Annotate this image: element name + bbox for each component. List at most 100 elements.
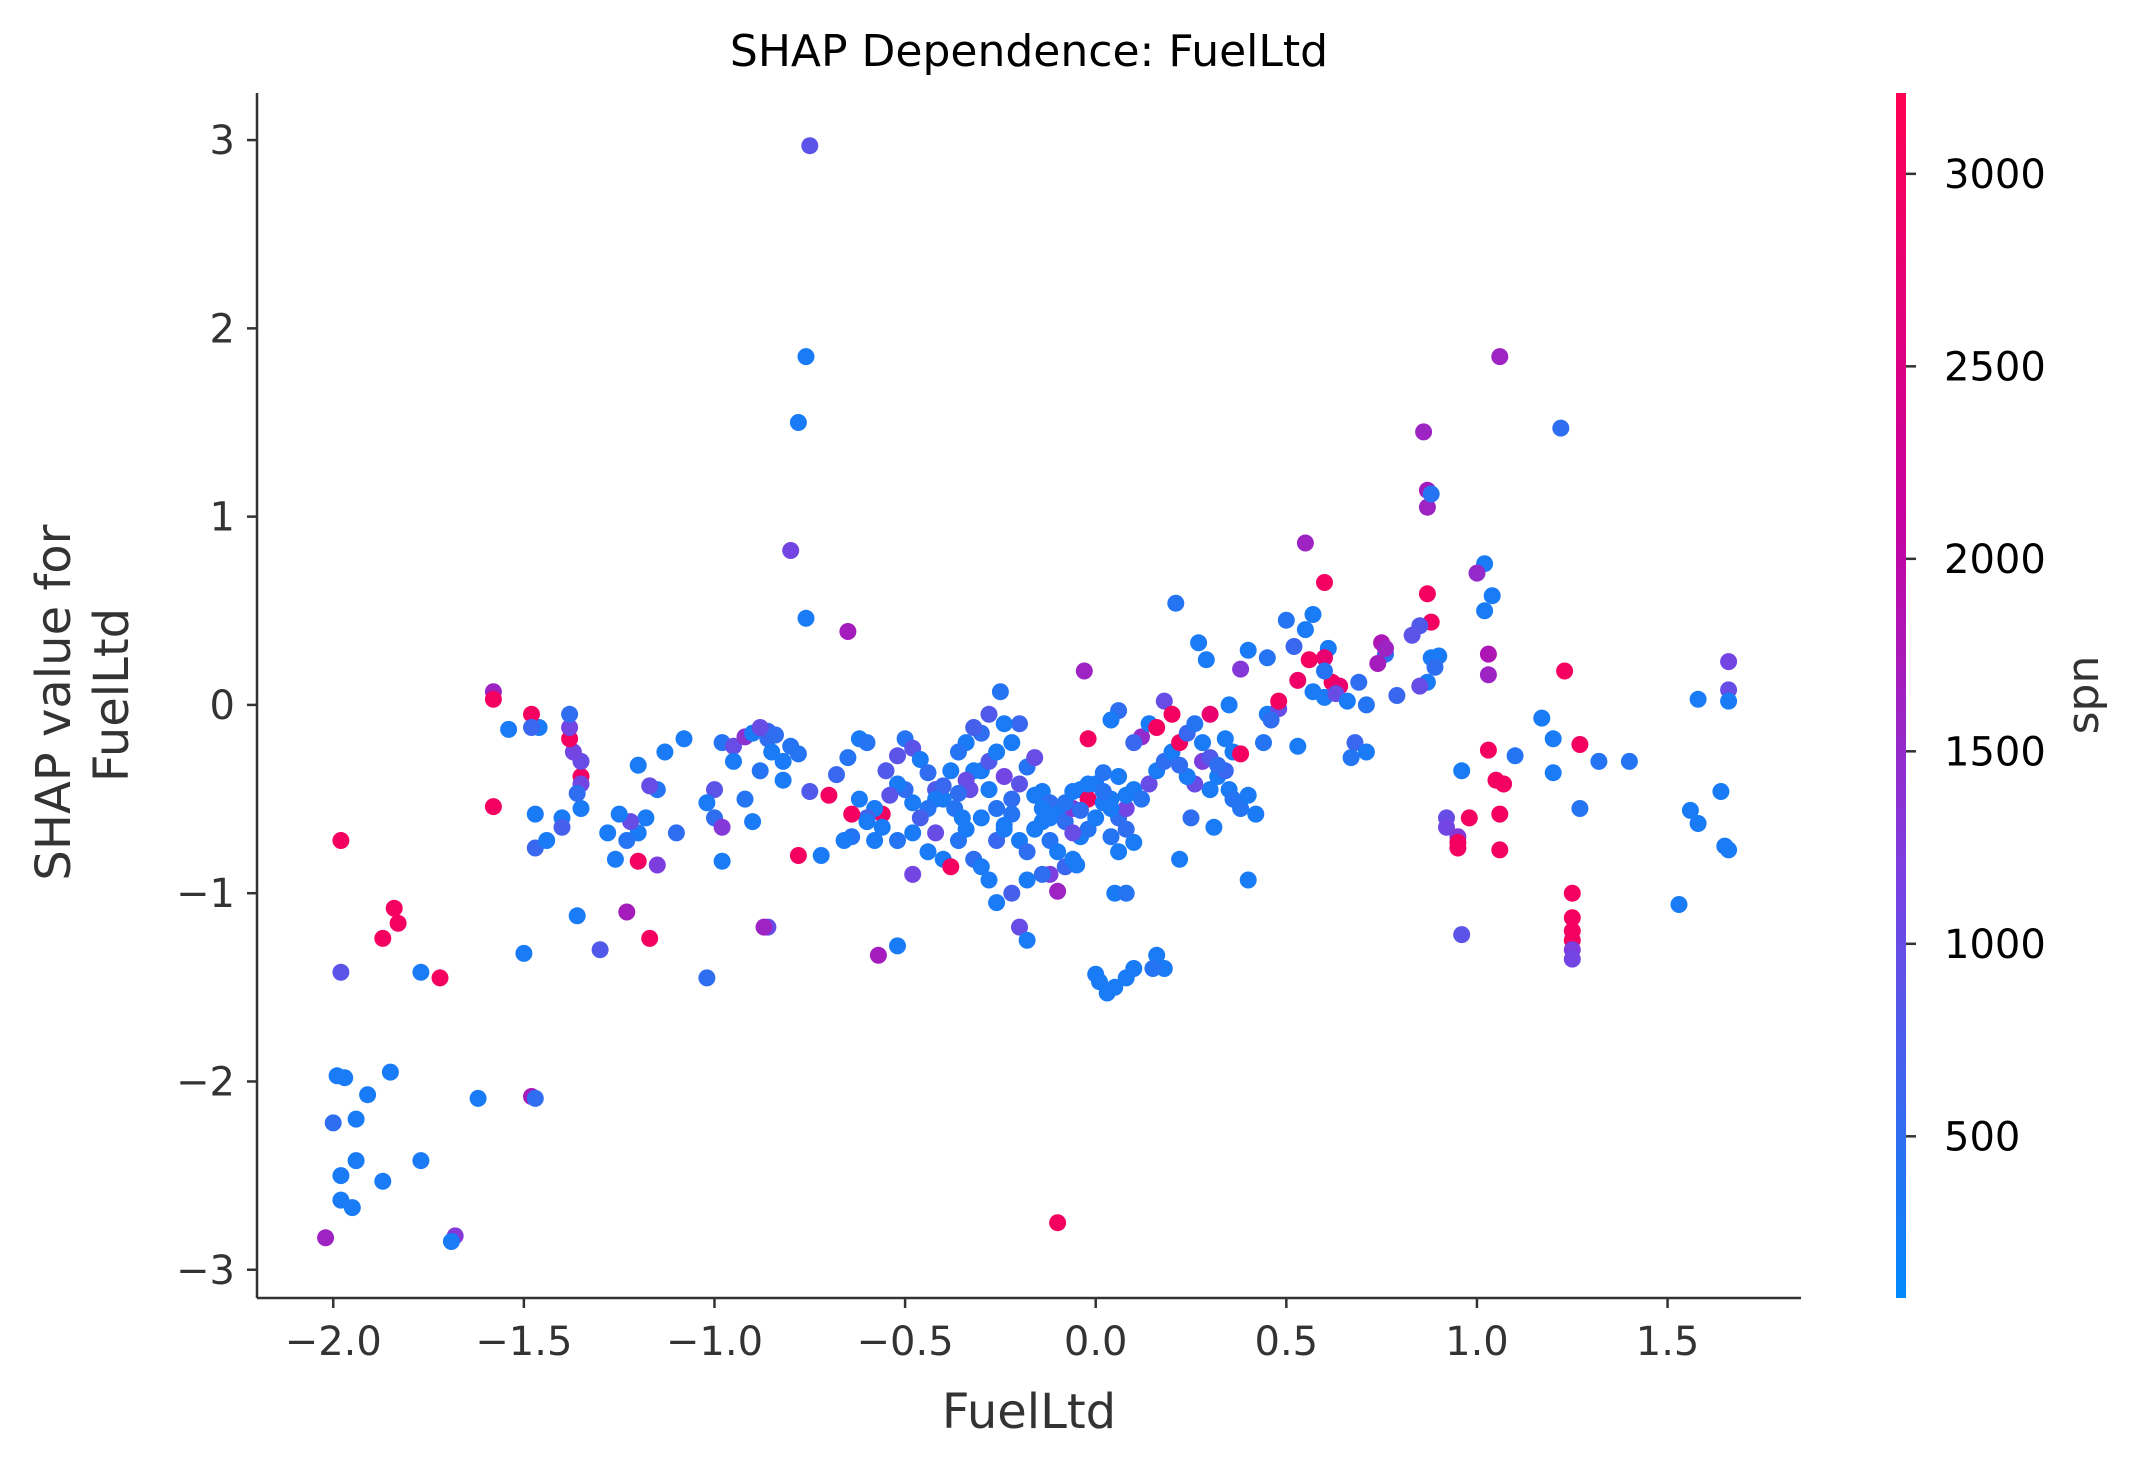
data-point xyxy=(1068,856,1086,874)
y-axis-label-line-1: SHAP value for xyxy=(26,524,82,880)
data-point xyxy=(1479,666,1497,684)
data-point xyxy=(412,963,430,981)
data-point xyxy=(1438,818,1455,836)
data-point xyxy=(1072,801,1089,819)
data-point xyxy=(774,752,792,770)
data-point xyxy=(359,1086,377,1104)
data-point xyxy=(911,809,929,827)
data-point xyxy=(1079,730,1097,748)
data-point xyxy=(442,1233,460,1250)
data-point xyxy=(1316,649,1333,667)
data-point xyxy=(1533,709,1551,727)
data-point xyxy=(385,899,403,917)
data-point xyxy=(1495,775,1513,793)
data-point xyxy=(1506,747,1524,765)
data-point xyxy=(1026,786,1044,804)
data-point xyxy=(1415,423,1433,441)
data-point xyxy=(1125,960,1143,977)
x-tick-label: 1.5 xyxy=(1636,1319,1700,1365)
data-point xyxy=(995,768,1013,785)
data-point xyxy=(1357,743,1375,761)
data-point xyxy=(1563,950,1581,968)
data-point xyxy=(980,781,998,799)
data-point xyxy=(526,805,544,823)
data-point xyxy=(1102,828,1120,846)
data-point xyxy=(629,852,647,870)
data-point xyxy=(1377,639,1394,657)
data-point xyxy=(629,756,647,774)
chart-title: SHAP Dependence: FuelLtd xyxy=(730,26,1328,77)
data-point xyxy=(1338,692,1356,710)
data-point xyxy=(774,771,792,789)
data-point xyxy=(698,794,716,812)
data-point xyxy=(751,719,769,736)
data-point xyxy=(1133,790,1150,808)
data-point xyxy=(500,720,518,738)
data-point xyxy=(332,963,350,981)
data-point xyxy=(1075,662,1093,680)
data-point xyxy=(850,790,868,808)
data-point xyxy=(911,751,929,768)
data-point xyxy=(431,969,449,987)
data-point xyxy=(675,730,693,748)
data-point xyxy=(1720,841,1738,859)
data-point xyxy=(561,719,579,736)
colorbar-tick-label: 2000 xyxy=(1944,537,2046,583)
data-point xyxy=(706,781,723,799)
data-point xyxy=(1491,805,1509,823)
data-point xyxy=(1418,498,1436,516)
data-point xyxy=(568,784,586,802)
colorbar xyxy=(1896,93,1906,1298)
data-point xyxy=(1232,660,1250,678)
x-tick-label: −2.0 xyxy=(285,1319,382,1365)
y-tick-label: 3 xyxy=(210,118,235,164)
data-point xyxy=(1418,585,1436,603)
data-point xyxy=(374,929,392,947)
data-point xyxy=(995,715,1013,733)
data-point xyxy=(904,794,922,812)
x-tick-label: −1.0 xyxy=(666,1319,763,1365)
data-point xyxy=(1247,805,1265,823)
data-point xyxy=(950,743,967,761)
data-point xyxy=(1003,734,1021,752)
colorbar-tick-label: 3000 xyxy=(1944,152,2046,198)
data-point xyxy=(957,771,975,789)
data-point xyxy=(1125,833,1143,851)
data-point xyxy=(1300,651,1318,669)
colorbar-label: spn xyxy=(2058,656,2109,735)
data-point xyxy=(599,824,617,842)
data-point xyxy=(618,832,636,849)
data-point xyxy=(797,609,815,627)
data-point xyxy=(1316,574,1333,591)
data-point xyxy=(1277,611,1295,629)
data-point xyxy=(568,907,586,925)
data-point xyxy=(789,414,807,431)
data-point xyxy=(1544,764,1562,782)
data-point xyxy=(648,856,666,874)
data-point xyxy=(523,705,540,723)
colorbar-tick-label: 500 xyxy=(1944,1114,2020,1160)
data-point xyxy=(1079,775,1097,793)
data-point xyxy=(782,737,800,755)
data-point xyxy=(1491,348,1509,366)
data-point xyxy=(1491,841,1509,859)
data-point xyxy=(1049,843,1067,861)
data-point xyxy=(1011,715,1028,733)
data-point xyxy=(1563,909,1581,927)
data-point xyxy=(919,843,937,861)
data-point xyxy=(744,813,762,831)
data-point xyxy=(637,809,655,827)
data-point xyxy=(332,832,350,849)
data-point xyxy=(1205,818,1223,836)
data-point xyxy=(1117,786,1135,804)
x-tick-label: 0.0 xyxy=(1064,1319,1128,1365)
data-point xyxy=(1411,677,1429,695)
data-point xyxy=(1018,931,1036,949)
data-point xyxy=(1285,638,1303,655)
data-point xyxy=(1342,749,1360,767)
data-point xyxy=(1403,626,1421,644)
data-point xyxy=(751,762,769,780)
data-point xyxy=(889,747,906,765)
data-point xyxy=(1479,645,1497,663)
data-point xyxy=(1316,662,1333,680)
